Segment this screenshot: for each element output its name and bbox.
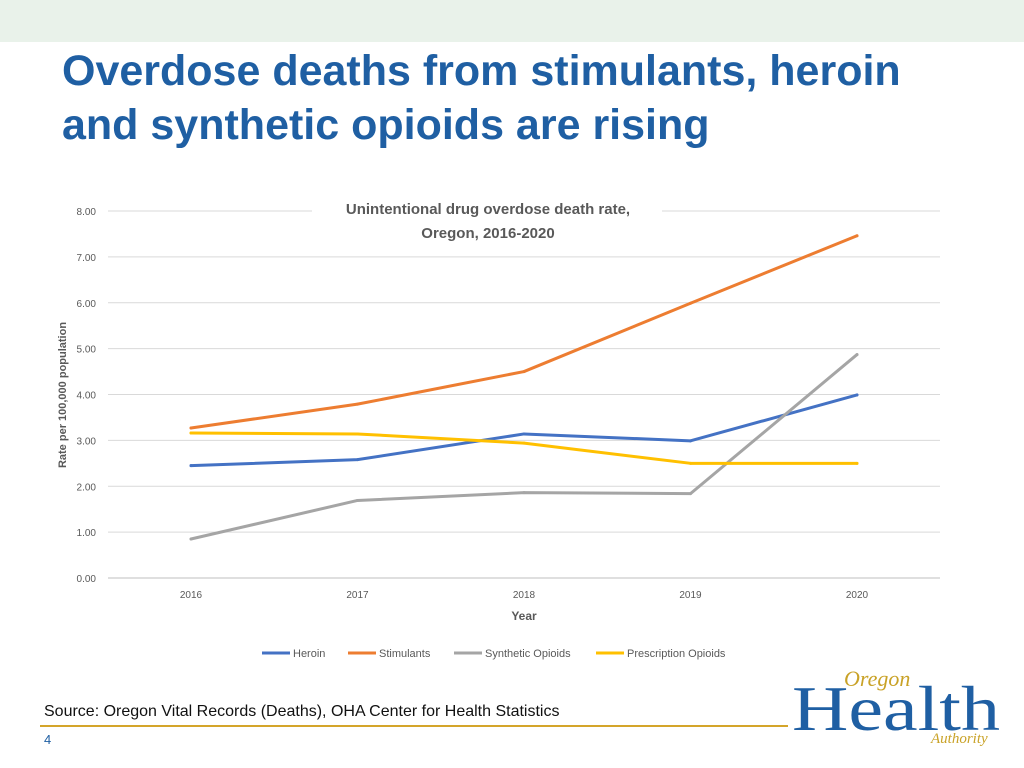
legend-label: Prescription Opioids xyxy=(627,648,726,660)
data-point xyxy=(356,458,359,462)
logo-word-oregon: Oregon xyxy=(844,666,910,691)
series-line-heroin xyxy=(189,393,859,468)
data-point xyxy=(522,491,526,495)
footer-rule xyxy=(40,725,788,727)
logo-word-health: Health xyxy=(792,673,1000,744)
slide-title: Overdose deaths from stimulants, heroin … xyxy=(62,44,982,152)
y-tick-label: 1.00 xyxy=(77,528,97,539)
y-tick-label: 6.00 xyxy=(77,299,97,310)
source-note: Source: Oregon Vital Records (Deaths), O… xyxy=(44,703,560,720)
series-line-stimulants xyxy=(189,234,859,430)
y-tick-label: 4.00 xyxy=(77,391,97,402)
y-tick-label: 5.00 xyxy=(77,345,97,356)
x-tick-label: 2017 xyxy=(346,590,369,601)
data-point xyxy=(189,426,193,430)
y-tick-label: 3.00 xyxy=(77,436,97,447)
x-tick-label: 2020 xyxy=(846,590,869,601)
logo-word-authority: Authority xyxy=(930,731,988,746)
series-lines xyxy=(189,234,859,541)
data-point xyxy=(189,464,193,468)
legend-label: Stimulants xyxy=(379,648,431,660)
top-band xyxy=(0,0,1024,42)
slide-title-line-1: Overdose deaths from stimulants, heroin xyxy=(62,47,901,95)
legend-item: Stimulants xyxy=(348,648,431,660)
data-point xyxy=(522,370,526,374)
y-tick-label: 8.00 xyxy=(77,207,97,218)
slide-title-line-2: and synthetic opioids are rising xyxy=(62,101,710,149)
x-tick-label: 2019 xyxy=(679,590,702,601)
series-line-synthetic-opioids xyxy=(189,353,859,541)
y-tick-label: 7.00 xyxy=(77,253,97,264)
data-point xyxy=(689,301,692,305)
legend-item: Heroin xyxy=(262,648,325,660)
data-point xyxy=(522,441,526,445)
data-point xyxy=(189,537,193,541)
data-point xyxy=(356,402,359,406)
data-point xyxy=(356,498,359,502)
oregon-health-authority-logo: Oregon Health Authority xyxy=(792,666,1000,746)
data-point xyxy=(855,461,859,465)
data-point xyxy=(522,432,526,436)
data-point xyxy=(356,432,359,436)
chart-title-line-1: Unintentional drug overdose death rate, xyxy=(346,201,630,218)
gridlines xyxy=(108,210,940,579)
legend: Heroin Stimulants Synthetic Opioids Prescri… xyxy=(262,648,726,660)
legend-item: Prescription Opioids xyxy=(596,648,726,660)
data-point xyxy=(689,492,692,496)
legend-label: Heroin xyxy=(293,648,325,660)
x-tick-label: 2016 xyxy=(180,590,203,601)
chart-title-backdrop xyxy=(312,196,662,246)
line-chart: 0.00 1.00 2.00 3.00 4.00 5.00 6.00 7.00 8.00 201… xyxy=(57,196,940,660)
x-axis-label: Year xyxy=(511,609,537,623)
data-point xyxy=(689,461,692,465)
legend-label: Synthetic Opioids xyxy=(485,648,571,660)
y-axis-label: Rate per 100,000 population xyxy=(57,322,69,468)
page-number: 4 xyxy=(44,732,52,747)
legend-item: Synthetic Opioids xyxy=(454,648,571,660)
data-point xyxy=(855,234,859,238)
chart-title-line-2: Oregon, 2016-2020 xyxy=(421,225,554,242)
data-point xyxy=(689,439,692,443)
data-point xyxy=(855,353,859,357)
y-tick-label: 2.00 xyxy=(77,482,97,493)
data-point xyxy=(189,431,193,435)
data-point xyxy=(855,393,859,397)
y-tick-label: 0.00 xyxy=(77,574,97,585)
x-axis-ticks: 2016 2017 2018 2019 2020 xyxy=(180,590,869,601)
x-tick-label: 2018 xyxy=(513,590,536,601)
y-axis-ticks: 0.00 1.00 2.00 3.00 4.00 5.00 6.00 7.00 8.00 xyxy=(77,207,97,585)
